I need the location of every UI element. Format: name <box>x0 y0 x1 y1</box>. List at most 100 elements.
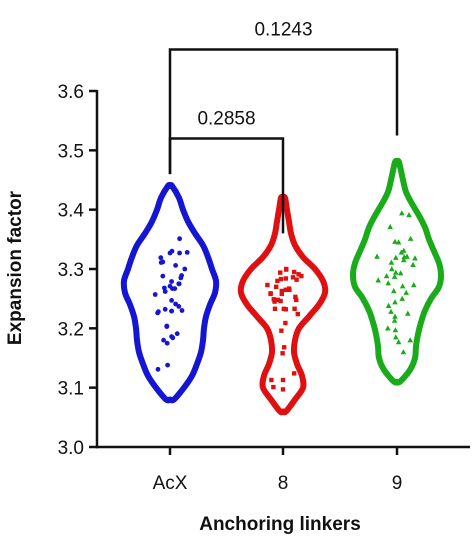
point-1-37 <box>177 236 183 242</box>
y-tick-label-7: 3.6 <box>58 82 84 103</box>
point-3-33 <box>375 277 381 283</box>
point-1-35 <box>152 292 158 297</box>
x-tick-label-3: 9 <box>392 473 403 494</box>
point-2-34 <box>272 306 278 311</box>
x-tick-label-1: AcX <box>153 473 188 494</box>
point-3-37 <box>400 349 407 355</box>
bracket-2 <box>168 48 399 175</box>
point-2-29 <box>271 384 276 390</box>
point-3-31 <box>385 302 392 308</box>
y-tick-label-2: 3.1 <box>58 379 84 400</box>
point-1-39 <box>160 259 166 265</box>
point-3-35 <box>399 210 405 216</box>
point-2-3 <box>280 387 286 392</box>
point-2-10 <box>292 306 297 311</box>
violin-3 <box>350 157 444 386</box>
point-3-38 <box>392 299 398 305</box>
point-3-14 <box>388 259 395 265</box>
y-axis-title: Expansion factor <box>5 190 26 345</box>
point-2-1 <box>296 272 301 277</box>
point-3-24 <box>403 289 409 295</box>
point-3-29 <box>385 280 391 286</box>
point-1-17 <box>164 323 170 329</box>
point-2-17 <box>295 311 300 317</box>
point-2-40 <box>292 371 297 376</box>
point-3-16 <box>391 273 398 279</box>
point-1-26 <box>169 308 175 314</box>
axes: 3.0 3.1 3.2 3.3 3.4 3.5 3.6 AcX 8 9 <box>58 82 470 494</box>
point-1-1 <box>155 366 161 372</box>
point-2-11 <box>279 288 284 294</box>
point-2-22 <box>271 297 276 302</box>
point-2-14 <box>282 345 287 350</box>
point-1-34 <box>184 250 190 255</box>
point-3-9 <box>383 273 390 279</box>
violin-1 <box>120 182 220 404</box>
y-tick-label-5: 3.4 <box>58 201 85 222</box>
point-1-40 <box>182 266 188 272</box>
point-2-32 <box>280 377 286 383</box>
point-1-38 <box>164 340 170 346</box>
point-3-1 <box>406 212 412 218</box>
y-tick-label-4: 3.3 <box>58 260 84 281</box>
point-1-31 <box>174 331 180 337</box>
point-2-36 <box>278 298 283 304</box>
point-1-24 <box>179 308 185 313</box>
point-1-27 <box>169 298 175 303</box>
point-2-12 <box>290 275 296 280</box>
point-1-32 <box>162 306 168 312</box>
point-3-26 <box>392 238 398 244</box>
point-3-25 <box>411 282 417 288</box>
point-2-33 <box>268 291 273 296</box>
point-2-23 <box>292 269 297 275</box>
point-3-5 <box>401 257 407 263</box>
point-3-40 <box>393 334 399 340</box>
point-2-38 <box>294 277 299 282</box>
point-2-15 <box>280 351 285 356</box>
x-tick-label-2: 8 <box>278 473 289 494</box>
point-2-20 <box>274 284 279 289</box>
point-2-31 <box>283 276 288 281</box>
point-1-12 <box>173 263 179 268</box>
point-1-11 <box>165 362 171 368</box>
point-3-23 <box>399 283 406 289</box>
point-2-6 <box>275 297 280 303</box>
point-1-30 <box>178 275 184 281</box>
point-2-7 <box>279 328 284 333</box>
point-1-3 <box>169 279 175 284</box>
point-2-27 <box>283 307 288 312</box>
y-tick-label-1: 3.0 <box>58 438 84 459</box>
point-3-12 <box>393 254 399 260</box>
point-1-29 <box>167 250 173 256</box>
point-2-5 <box>278 270 283 275</box>
significance-brackets: 0.2858 0.1243 <box>168 20 399 234</box>
point-3-3 <box>374 253 380 259</box>
point-3-11 <box>388 308 394 314</box>
point-3-28 <box>398 249 405 255</box>
point-3-34 <box>404 253 410 259</box>
point-1-25 <box>176 304 182 309</box>
point-1-16 <box>172 286 178 291</box>
point-1-9 <box>158 255 164 261</box>
point-3-36 <box>389 266 395 272</box>
point-1-20 <box>162 285 167 291</box>
point-3-27 <box>399 295 405 301</box>
point-2-2 <box>265 282 270 288</box>
point-2-30 <box>269 377 274 383</box>
point-3-8 <box>407 235 414 241</box>
point-3-4 <box>395 339 402 345</box>
point-1-2 <box>161 337 167 343</box>
point-2-13 <box>275 278 280 284</box>
point-2-9 <box>299 273 304 279</box>
point-1-33 <box>177 250 183 256</box>
point-1-6 <box>176 281 182 287</box>
x-axis-title: Anchoring linkers <box>199 514 361 535</box>
point-3-15 <box>397 270 404 276</box>
point-3-2 <box>393 269 399 275</box>
point-2-39 <box>293 294 298 300</box>
point-3-10 <box>405 310 411 316</box>
point-3-6 <box>391 288 397 294</box>
p-value-label-2: 0.1243 <box>254 20 312 41</box>
point-2-8 <box>283 287 288 292</box>
